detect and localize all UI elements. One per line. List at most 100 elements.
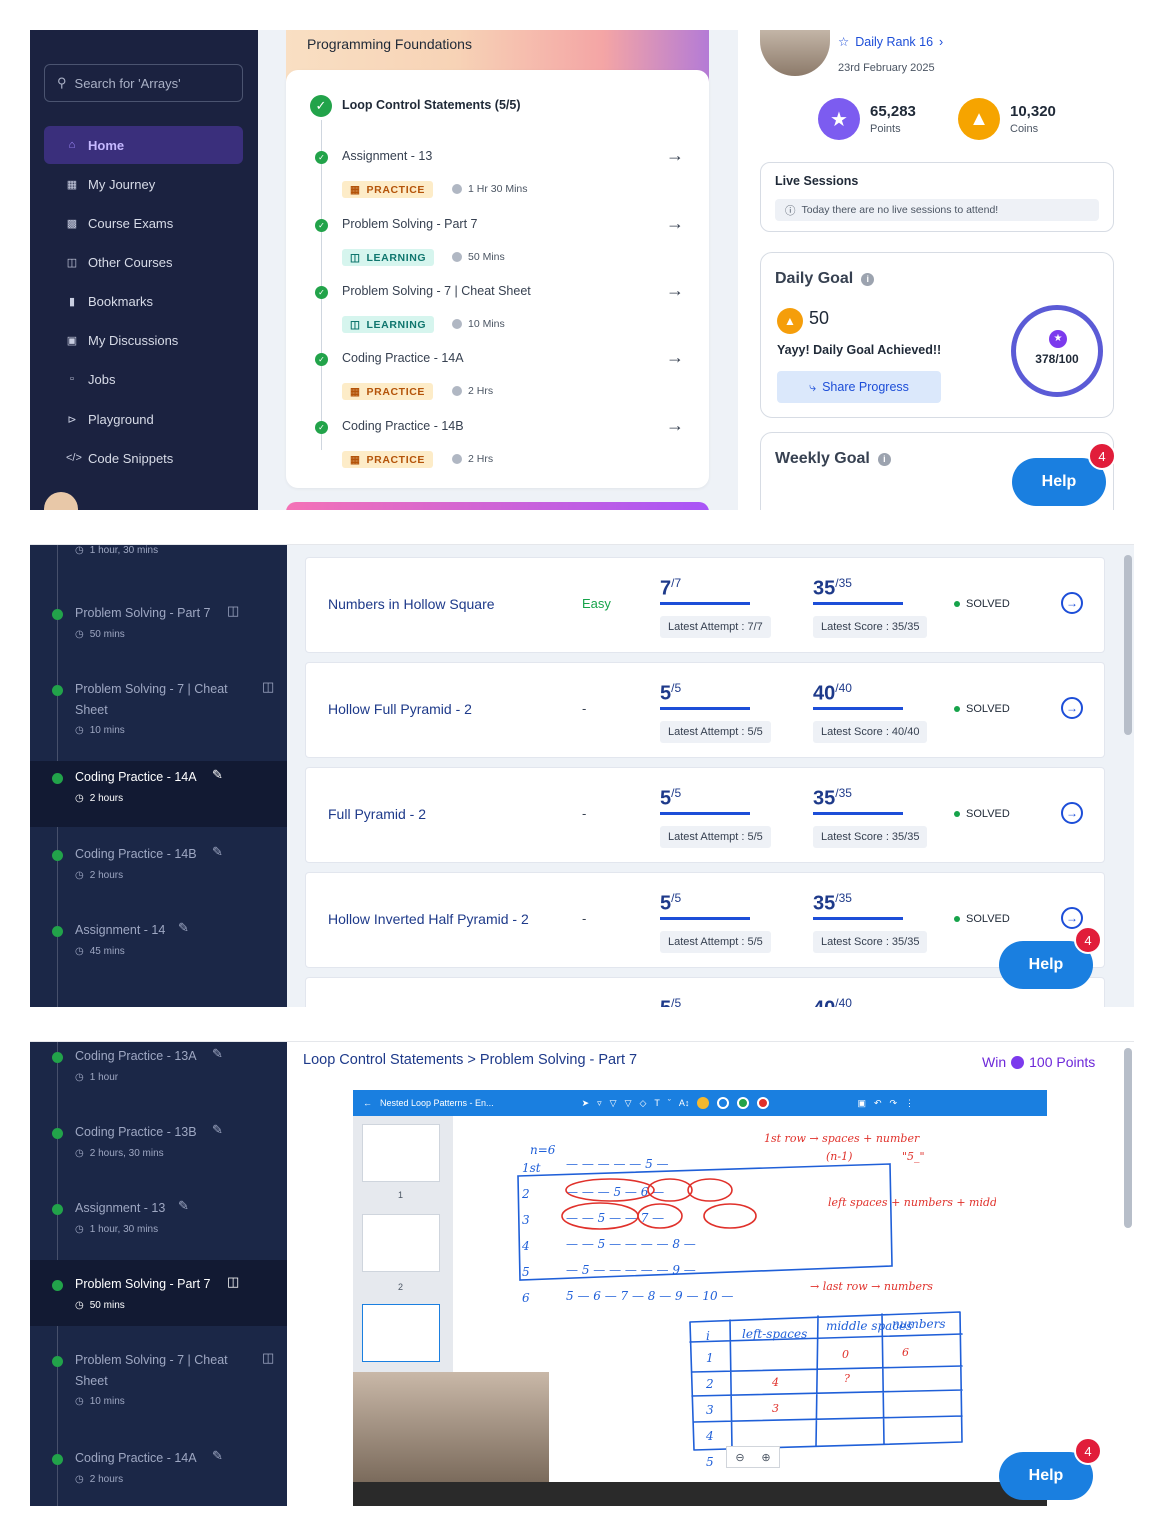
daily-rank-link[interactable]: ☆ Daily Rank 16 › [838, 34, 943, 50]
pen-icon[interactable]: ▿ [597, 1097, 602, 1108]
module-item[interactable]: ✓ Coding Practice - 14A → ▦ PRACTICE 2 Hr… [286, 347, 709, 415]
module-item[interactable]: ✓ Problem Solving - Part 7 → ◫ LEARNING 5… [286, 213, 709, 281]
arrow-right-icon[interactable]: → [666, 347, 684, 367]
sidebar-item-course-exams[interactable]: ▩ Course Exams [44, 204, 243, 242]
back-arrow-icon[interactable]: ← [363, 1098, 372, 1108]
help-button[interactable]: Help [1012, 458, 1106, 506]
daily-goal-title-text: Daily Goal [775, 270, 854, 287]
sidebar-item-bookmarks[interactable]: ▮ Bookmarks [44, 282, 243, 320]
sidebar-item-home[interactable]: ⌂ Home [44, 126, 243, 164]
color-red-swatch[interactable] [757, 1097, 770, 1109]
sidebar-item[interactable]: Coding Practice - 14B ✎ ◷ 2 hours [30, 838, 287, 904]
search-input[interactable]: ⚲ Search for 'Arrays' [44, 64, 243, 102]
eraser-icon[interactable]: ◇ [639, 1097, 647, 1108]
color-white-swatch[interactable] [717, 1097, 730, 1109]
slide-thumbnail[interactable] [362, 1214, 440, 1272]
font-size-icon[interactable]: A↕ [678, 1098, 690, 1108]
home-icon: ⌂ [68, 139, 76, 151]
slide-thumbnail-active[interactable] [362, 1304, 440, 1362]
sidebar-item[interactable]: Assignment - 14 ✎ ◷ 45 mins [30, 914, 287, 980]
win-prefix: Win [982, 1054, 1007, 1070]
arrow-right-icon[interactable]: → [666, 145, 684, 165]
module-item[interactable]: ✓ Problem Solving - 7 | Cheat Sheet → ◫ L… [286, 280, 709, 348]
module-item[interactable]: ✓ Coding Practice - 14B → ▦ PRACTICE 2 Hr… [286, 415, 709, 483]
check-icon: ✓ [315, 286, 328, 299]
score-bar [813, 602, 903, 605]
row-text: — — 5 — — — — 8 — [566, 1237, 696, 1251]
arrow-right-icon[interactable]: → [666, 415, 684, 435]
circle-mark [703, 1203, 757, 1229]
meta-text: 1 hour, 30 mins [89, 545, 159, 556]
pencil-icon: ✎ [212, 1448, 223, 1463]
sidebar-item-current[interactable]: Coding Practice - 14A ✎ ◷ 2 hours [30, 761, 287, 827]
problem-row[interactable]: 5/5 40/40 [305, 977, 1105, 1007]
module-item[interactable]: ✓ Assignment - 13 → ▦ PRACTICE 1 Hr 30 Mi… [286, 145, 709, 213]
arrow-circle-icon[interactable]: → [1061, 907, 1083, 929]
sidebar-item[interactable]: Problem Solving - 7 | Cheat Sheet ◫ ◷ 10 … [30, 673, 287, 761]
attempt-total: /5 [671, 786, 682, 800]
sidebar-item-label: Bookmarks [88, 293, 154, 309]
arrow-circle-icon[interactable]: → [1061, 592, 1083, 614]
points-stat: ★ 65,283 Points [818, 98, 916, 140]
present-icon[interactable]: ▣ [857, 1097, 866, 1108]
avatar[interactable] [44, 492, 78, 510]
undo-icon[interactable]: ↶ [873, 1097, 882, 1108]
sidebar-item-other-courses[interactable]: ◫ Other Courses [44, 243, 243, 281]
problem-name: Full Pyramid - 2 [328, 806, 427, 822]
arrow-circle-icon[interactable]: → [1061, 802, 1083, 824]
zoom-in-icon[interactable]: ⊕ [761, 1451, 771, 1464]
problem-row[interactable]: Hollow Inverted Half Pyramid - 2 - 5/5 L… [305, 872, 1105, 968]
sidebar-item[interactable]: Coding Practice - 14A ✎ ◷ 2 hours [30, 1442, 287, 1506]
cursor-icon[interactable]: ➤ [581, 1097, 590, 1108]
marker-icon[interactable]: ▽ [609, 1097, 617, 1108]
color-yellow-swatch[interactable] [697, 1097, 710, 1109]
book-icon: ◫ [350, 251, 361, 264]
problem-row[interactable]: Full Pyramid - 2 - 5/5 Latest Attempt : … [305, 767, 1105, 863]
row-label: 1st [522, 1161, 541, 1175]
duration: 2 Hrs [452, 385, 493, 397]
sidebar-item[interactable]: Coding Practice - 13A ✎ ◷ 1 hour [30, 1040, 287, 1106]
sidebar-item-label: Course Exams [88, 215, 174, 231]
redo-icon[interactable]: ↷ [889, 1097, 898, 1108]
share-progress-button[interactable]: ⤷ Share Progress [777, 371, 941, 403]
video-player[interactable]: ← Nested Loop Patterns - En... ➤ ▿ ▽ ▽ ◇… [353, 1090, 1047, 1506]
score: 40/40 [813, 681, 852, 706]
sidebar-item[interactable]: ◷ 1 hour, 30 mins [30, 535, 287, 601]
color-green-swatch[interactable] [737, 1097, 750, 1109]
clock-icon [452, 252, 462, 262]
sidebar-item-my-journey[interactable]: ▦ My Journey [44, 165, 243, 203]
course-sidebar: ◷ 1 hour, 30 mins Problem Solving - Part … [30, 545, 287, 1007]
sidebar-item-jobs[interactable]: ▫ Jobs [44, 360, 243, 398]
clock-icon: ◷ [75, 1072, 84, 1083]
attempt-bar [660, 812, 750, 815]
highlighter-icon[interactable]: ▽ [624, 1097, 632, 1108]
text-icon[interactable]: T [654, 1098, 660, 1108]
sidebar-item[interactable]: Problem Solving - Part 7 ◫ ◷ 50 mins [30, 597, 287, 663]
status-badge: SOLVED [954, 598, 1010, 610]
problem-row[interactable]: Hollow Full Pyramid - 2 - 5/5 Latest Att… [305, 662, 1105, 758]
sidebar-item-playground[interactable]: ⊳ Playground [44, 400, 243, 438]
sidebar-item-code-snippets[interactable]: </> Code Snippets [44, 439, 243, 477]
arrow-right-icon[interactable]: → [666, 213, 684, 233]
scrollbar[interactable] [1124, 555, 1132, 735]
arrow-circle-icon[interactable]: → [1061, 697, 1083, 719]
zoom-out-icon[interactable]: ⊖ [735, 1451, 745, 1464]
info-icon[interactable]: i [877, 452, 891, 466]
table-cell: 3 [706, 1403, 714, 1417]
arrow-right-icon[interactable]: → [666, 280, 684, 300]
video-controls-bar[interactable] [353, 1482, 1047, 1506]
sidebar-item-my-discussions[interactable]: ▣ My Discussions [44, 321, 243, 359]
sidebar-item[interactable]: Coding Practice - 13B ✎ ◷ 2 hours, 30 min… [30, 1116, 287, 1182]
score-total: /35 [835, 576, 852, 590]
chevron-down-icon[interactable]: ˇ [667, 1098, 671, 1108]
info-icon[interactable]: i [861, 272, 875, 286]
status-text: SOLVED [966, 598, 1010, 610]
more-icon[interactable]: ⋮ [905, 1097, 915, 1108]
sidebar-item[interactable]: Problem Solving - 7 | Cheat Sheet ◫ ◷ 10 … [30, 1344, 287, 1432]
sidebar-item-current[interactable]: Problem Solving - Part 7 ◫ ◷ 50 mins [30, 1260, 287, 1326]
slide-thumbnail[interactable] [362, 1124, 440, 1182]
problem-row[interactable]: Numbers in Hollow Square Easy 7/7 Latest… [305, 557, 1105, 653]
scrollbar[interactable] [1124, 1048, 1132, 1228]
sidebar-item[interactable]: Assignment - 13 ✎ ◷ 1 hour, 30 mins [30, 1192, 287, 1258]
clipboard-icon: ▦ [350, 183, 361, 196]
